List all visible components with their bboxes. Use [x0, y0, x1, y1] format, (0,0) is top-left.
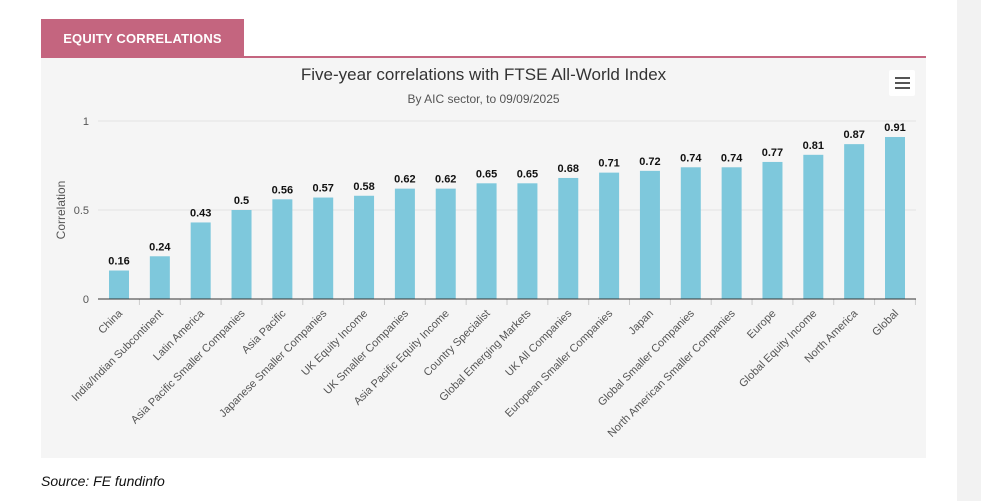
data-label: 0.81: [803, 140, 824, 152]
bar: [354, 195, 375, 299]
chart-title: Five-year correlations with FTSE All-Wor…: [300, 65, 667, 84]
x-tick-label: Global: [870, 308, 901, 339]
page-gutter: [957, 0, 981, 501]
data-label: 0.16: [108, 256, 129, 268]
y-tick-label: 0.5: [74, 205, 89, 217]
data-label: 0.71: [598, 158, 619, 170]
bar: [639, 170, 660, 299]
chart-subtitle: By AIC sector, to 09/09/2025: [407, 92, 560, 106]
data-label: 0.65: [517, 168, 538, 180]
bar: [435, 188, 456, 299]
bar: [272, 199, 293, 299]
data-label: 0.58: [353, 181, 374, 193]
bar: [149, 256, 170, 299]
data-label: 0.87: [843, 129, 864, 141]
bar: [803, 154, 824, 299]
bar: [231, 210, 252, 299]
hamburger-icon-line: [894, 82, 910, 84]
source-note: Source: FE fundinfo: [41, 473, 165, 489]
data-label: 0.74: [721, 152, 743, 164]
tab-underline: [41, 56, 926, 58]
bar: [109, 270, 129, 299]
data-label: 0.24: [149, 241, 171, 253]
y-tick-label: 1: [83, 116, 89, 128]
x-tick-label: Japan: [626, 308, 656, 338]
bar: [885, 137, 905, 299]
hamburger-icon-line: [894, 87, 910, 89]
bar-chart: 00.51Correlation0.16China0.24India/India…: [54, 116, 916, 440]
data-label: 0.72: [639, 156, 660, 168]
section-tab[interactable]: EQUITY CORRELATIONS: [41, 19, 244, 57]
data-label: 0.5: [234, 195, 249, 207]
data-label: 0.77: [762, 147, 783, 159]
bar: [394, 188, 415, 299]
data-label: 0.62: [435, 174, 456, 186]
y-tick-label: 0: [83, 294, 89, 306]
data-label: 0.62: [394, 174, 415, 186]
data-label: 0.91: [884, 122, 905, 134]
bar: [721, 167, 742, 299]
y-axis-label: Correlation: [54, 181, 68, 240]
bar: [190, 222, 211, 299]
data-label: 0.68: [558, 163, 579, 175]
bar: [517, 183, 538, 299]
data-label: 0.56: [272, 184, 293, 196]
data-label: 0.43: [190, 207, 211, 219]
bar: [680, 167, 701, 299]
bar: [313, 197, 334, 299]
chart-menu-button[interactable]: [889, 70, 915, 96]
bar: [599, 172, 620, 299]
bar: [844, 144, 865, 299]
x-tick-label: Global Equity Income: [737, 308, 819, 390]
chart-container: Five-year correlations with FTSE All-Wor…: [41, 58, 926, 458]
data-label: 0.74: [680, 152, 702, 164]
hamburger-icon: [894, 77, 910, 79]
data-label: 0.57: [312, 183, 333, 195]
x-tick-label: Europe: [745, 308, 779, 342]
data-label: 0.65: [476, 168, 497, 180]
bar: [558, 177, 579, 299]
bar: [476, 183, 497, 299]
bar: [762, 161, 783, 299]
x-tick-label: China: [96, 307, 125, 336]
